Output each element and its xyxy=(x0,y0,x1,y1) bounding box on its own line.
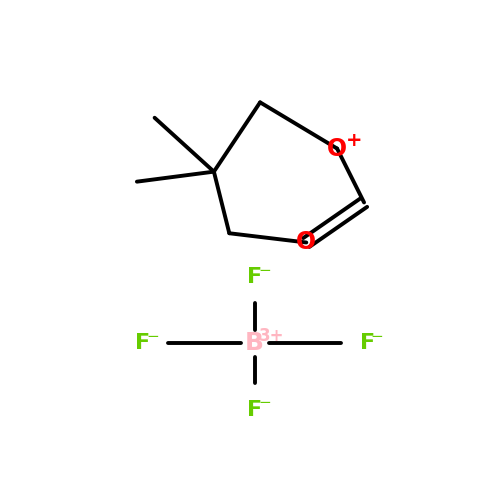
Text: F: F xyxy=(360,334,374,353)
Text: −: − xyxy=(146,329,158,344)
Text: +: + xyxy=(346,132,362,150)
Text: −: − xyxy=(371,329,384,344)
Text: −: − xyxy=(258,395,271,410)
Text: F: F xyxy=(247,267,262,287)
Text: O: O xyxy=(327,136,347,160)
Text: F: F xyxy=(134,334,150,353)
Text: F: F xyxy=(247,400,262,419)
Text: O: O xyxy=(296,230,316,254)
Text: 3+: 3+ xyxy=(259,326,284,344)
Text: −: − xyxy=(258,262,271,278)
Text: B: B xyxy=(245,332,264,355)
